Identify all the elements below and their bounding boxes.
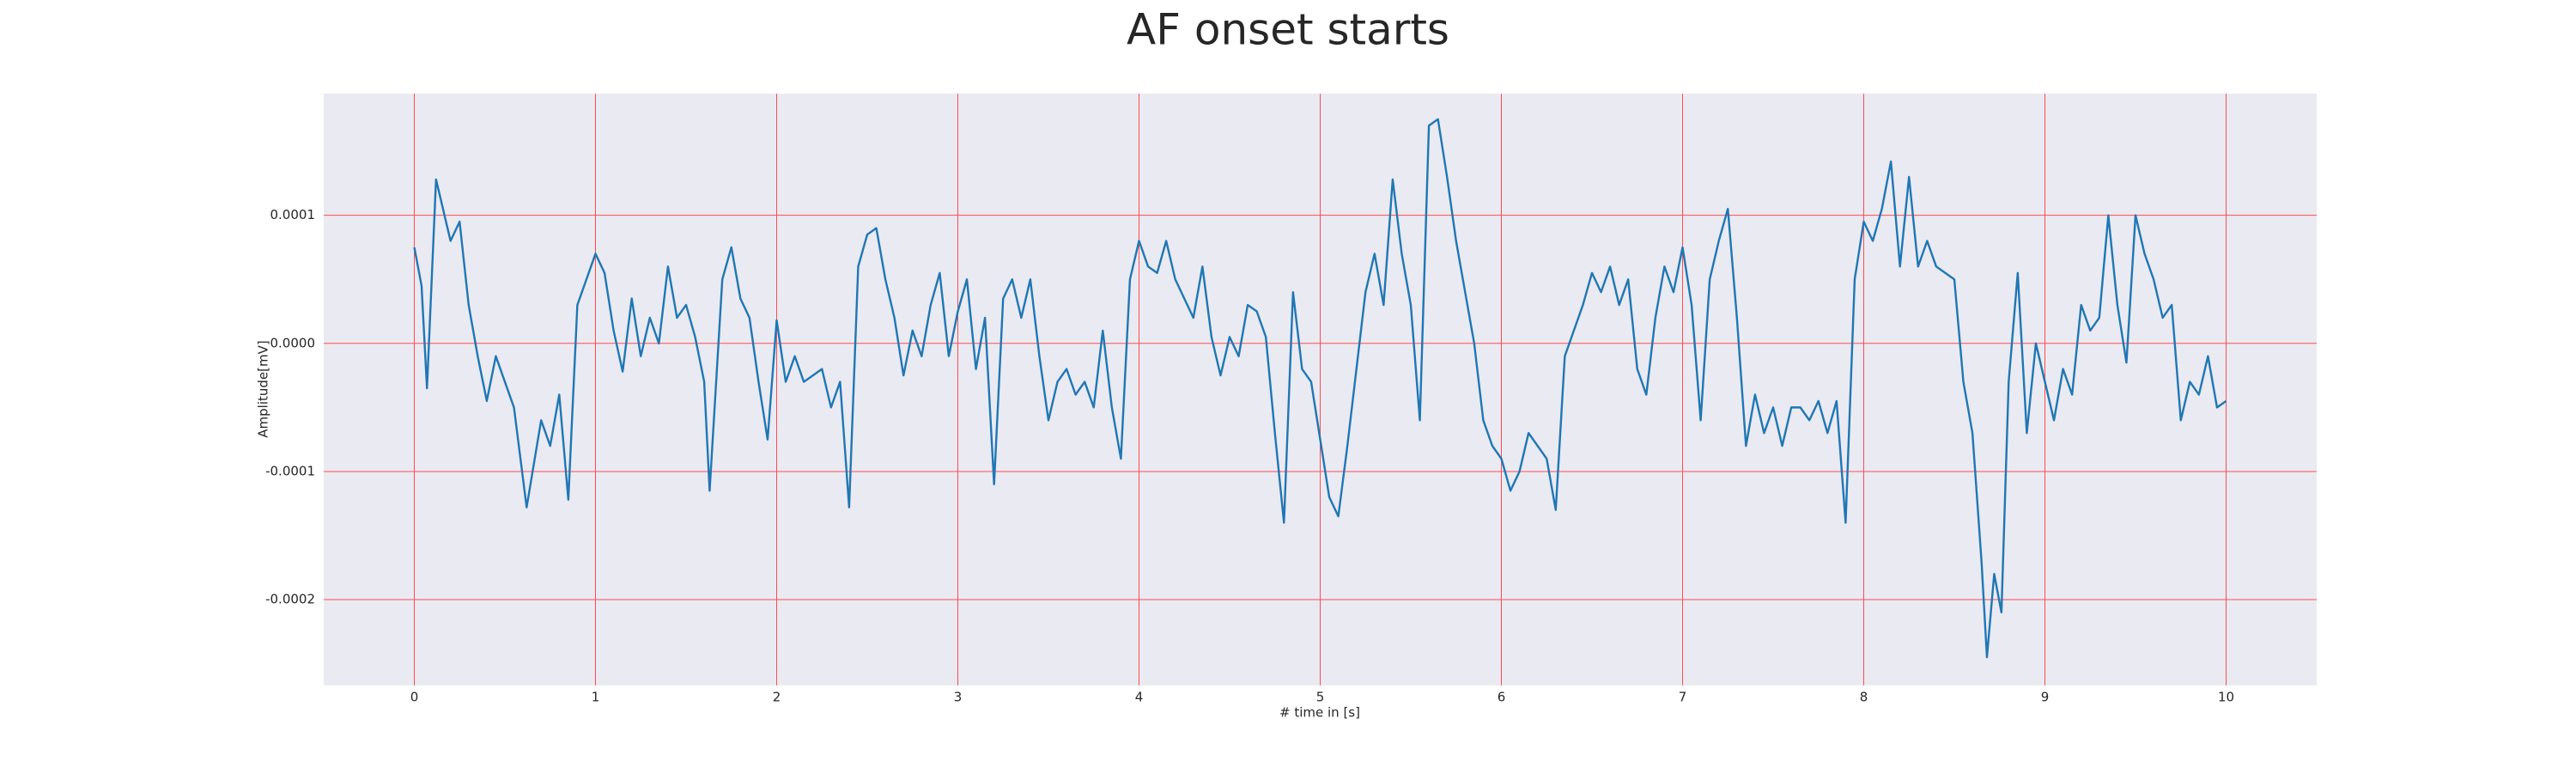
x-tick-label: 6 [1498,690,1506,705]
x-tick-label: 4 [1135,690,1144,705]
x-tick-label: 2 [773,690,781,705]
signal-line [413,118,2227,659]
x-tick-label: 5 [1316,690,1325,705]
x-tick-label: 10 [2218,690,2234,705]
x-tick-label: 0 [410,690,419,705]
y-tick-label: -0.0002 [265,592,315,607]
y-tick-label: 0.0001 [270,207,316,222]
y-axis-label: Amplitude[mV] [256,340,271,437]
y-tick-label: -0.0001 [265,463,315,478]
y-tick-label: 0.0000 [270,335,316,350]
x-axis-label: # time in [s] [1279,705,1360,721]
chart-title: AF onset starts [1127,5,1449,55]
x-tick-label: 3 [954,690,963,705]
x-tick-label: 1 [592,690,600,705]
x-tick-label: 8 [1860,690,1868,705]
x-tick-label: 7 [1679,690,1687,705]
x-tick-label: 9 [2041,690,2050,705]
